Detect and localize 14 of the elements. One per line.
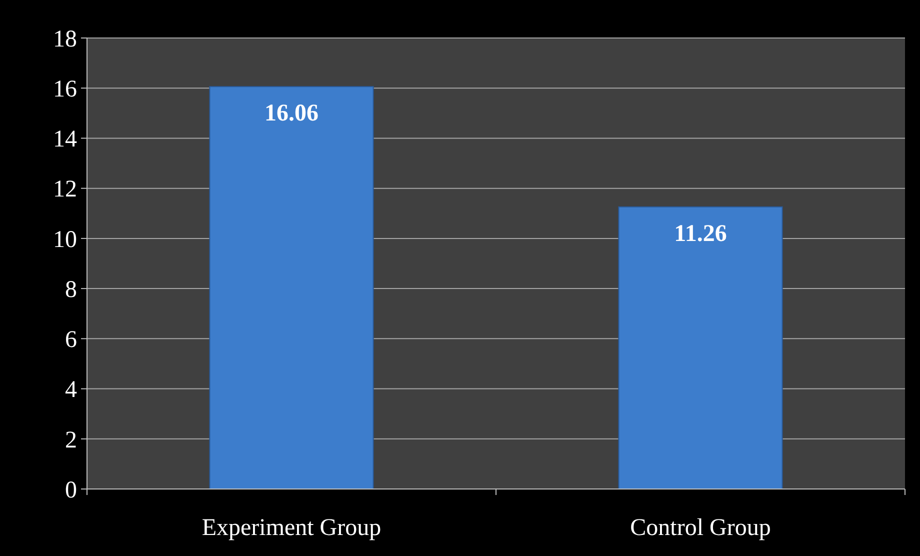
y-tick-label: 10 — [53, 226, 77, 253]
y-tick-label: 8 — [65, 276, 77, 303]
y-tick-label: 6 — [65, 327, 77, 354]
data-label: 11.26 — [674, 220, 727, 247]
y-tick-label: 12 — [53, 176, 77, 203]
y-tick-label: 0 — [65, 477, 77, 504]
y-tick-label: 4 — [65, 377, 77, 404]
y-tick-label: 14 — [53, 126, 77, 153]
y-tick-label: 16 — [53, 76, 77, 103]
y-tick-label: 2 — [65, 427, 77, 454]
x-tick-label: Control Group — [630, 515, 771, 541]
x-tick-label: Experiment Group — [202, 515, 382, 541]
y-tick-label: 18 — [53, 26, 77, 52]
data-label: 16.06 — [264, 100, 318, 127]
